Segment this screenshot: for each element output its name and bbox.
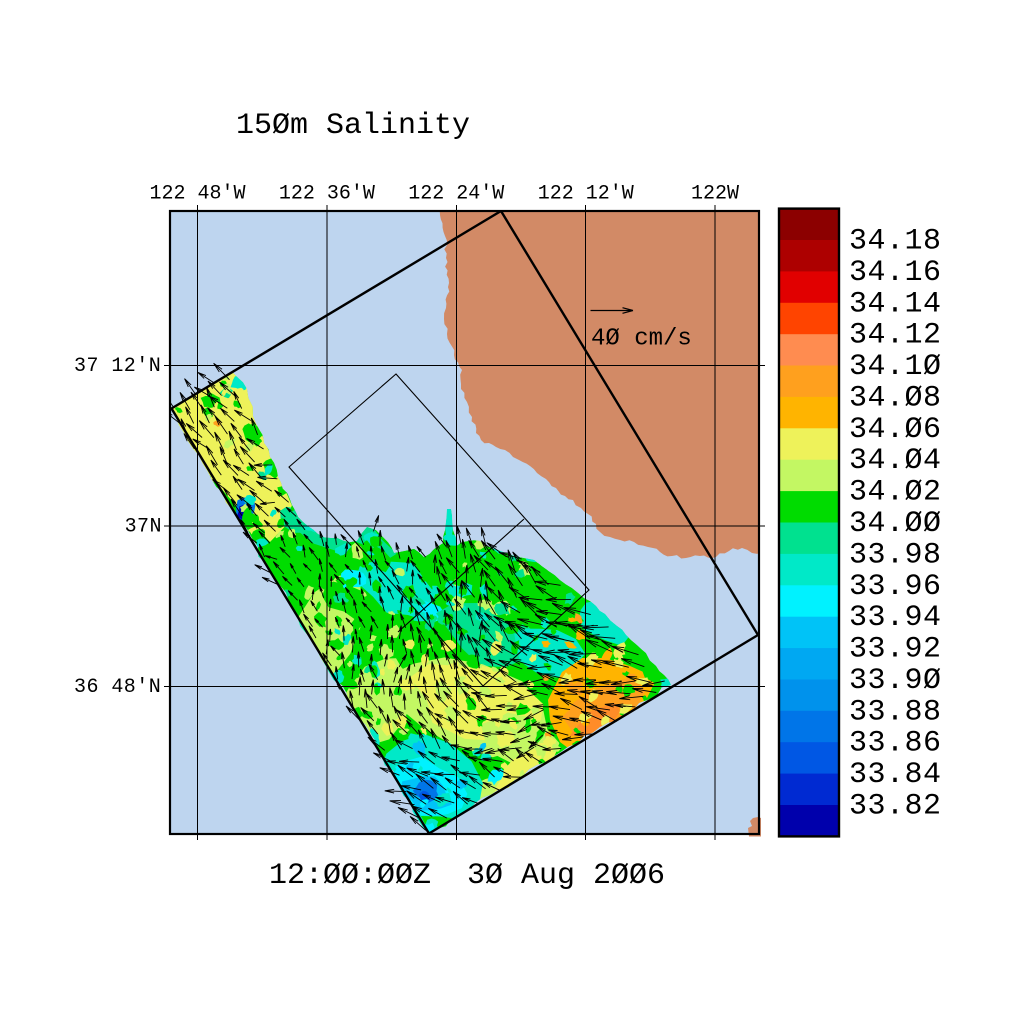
svg-text:122 36'W: 122 36'W bbox=[279, 183, 375, 206]
svg-text:33.86: 33.86 bbox=[849, 727, 942, 761]
svg-text:12:ØØ:ØØZ 3Ø Aug 2ØØ6: 12:ØØ:ØØZ 3Ø Aug 2ØØ6 bbox=[269, 859, 665, 893]
svg-text:34.Ø6: 34.Ø6 bbox=[849, 413, 942, 447]
svg-text:122 24'W: 122 24'W bbox=[408, 183, 504, 206]
svg-text:15Øm Salinity: 15Øm Salinity bbox=[236, 109, 470, 143]
svg-text:122W: 122W bbox=[691, 183, 739, 206]
svg-text:34.12: 34.12 bbox=[849, 319, 942, 353]
svg-text:33.96: 33.96 bbox=[849, 570, 942, 604]
svg-text:33.84: 33.84 bbox=[849, 758, 942, 792]
svg-text:33.94: 33.94 bbox=[849, 601, 942, 635]
svg-text:122 48'W: 122 48'W bbox=[149, 183, 245, 206]
svg-text:33.92: 33.92 bbox=[849, 633, 942, 667]
svg-text:33.88: 33.88 bbox=[849, 695, 942, 729]
svg-text:4Ø cm/s: 4Ø cm/s bbox=[591, 326, 692, 353]
svg-text:34.1Ø: 34.1Ø bbox=[849, 350, 942, 384]
svg-text:34.14: 34.14 bbox=[849, 287, 942, 321]
svg-text:36 48'N: 36 48'N bbox=[74, 676, 161, 699]
svg-text:37 12'N: 37 12'N bbox=[74, 355, 161, 378]
svg-text:122 12'W: 122 12'W bbox=[538, 183, 634, 206]
svg-text:34.Ø4: 34.Ø4 bbox=[849, 444, 942, 478]
svg-text:34.Ø2: 34.Ø2 bbox=[849, 476, 942, 510]
svg-text:33.9Ø: 33.9Ø bbox=[849, 664, 942, 698]
svg-text:34.ØØ: 34.ØØ bbox=[849, 507, 942, 541]
svg-text:34.Ø8: 34.Ø8 bbox=[849, 381, 942, 415]
svg-text:34.18: 34.18 bbox=[849, 224, 942, 258]
svg-text:37N: 37N bbox=[125, 516, 162, 539]
svg-text:33.98: 33.98 bbox=[849, 538, 942, 572]
svg-text:33.82: 33.82 bbox=[849, 790, 942, 824]
svg-text:34.16: 34.16 bbox=[849, 256, 942, 290]
